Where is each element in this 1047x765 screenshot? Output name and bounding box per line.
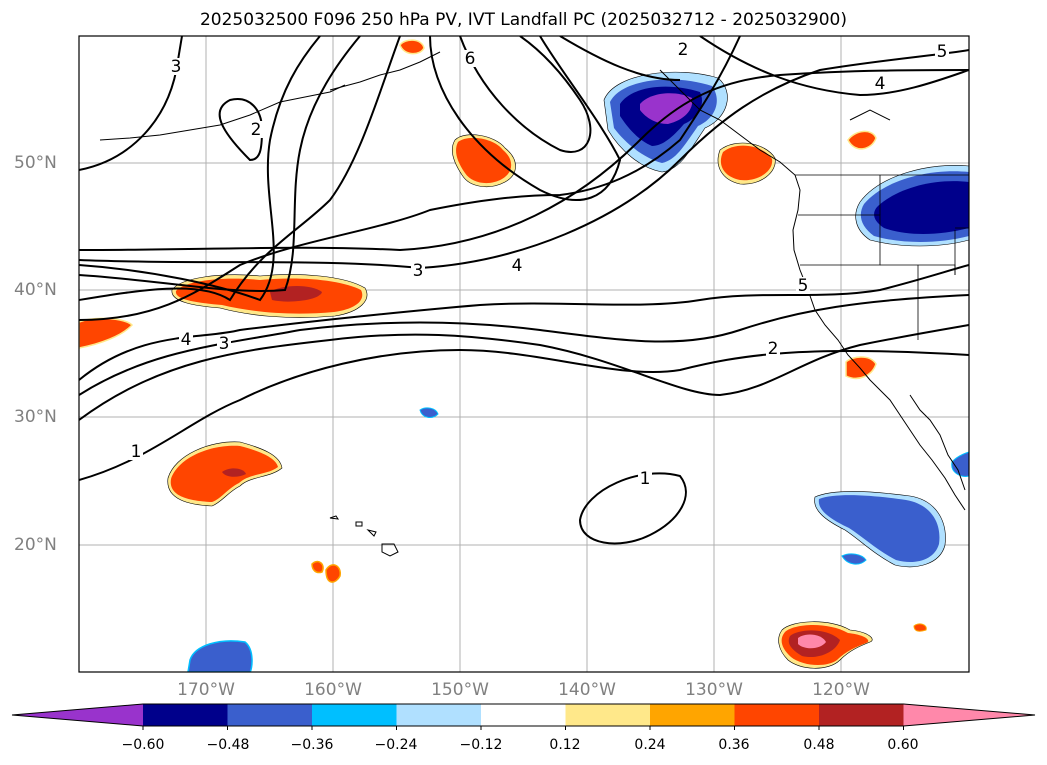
colorbar-tick-label: 0.36 (718, 737, 750, 753)
contour-label-bg (510, 257, 524, 274)
contour-label: 2 (678, 40, 689, 60)
map-title: 2025032500 F096 250 hPa PV, IVT Landfall… (199, 10, 847, 30)
lon-label: 170°W (177, 680, 235, 700)
contour-label: 1 (131, 442, 142, 462)
colorbar-segment (396, 704, 482, 726)
lon-label: 160°W (304, 680, 362, 700)
contour-label: 6 (465, 49, 476, 69)
contour-label: 2 (768, 339, 779, 359)
colorbar-segment (227, 704, 313, 726)
colorbar-segment (312, 704, 397, 726)
contour-label: 5 (798, 276, 809, 296)
contour-label-bg (873, 75, 887, 92)
colorbar (11, 703, 1036, 730)
contour-label-bg (463, 50, 477, 67)
contour-label-group: 3 2 6 2 4 5 3 4 4 3 5 2 1 1 (129, 40, 949, 489)
colorbar-tick-label: −0.48 (206, 737, 250, 753)
contour-label-bg (766, 340, 780, 357)
colorbar-segment (819, 704, 904, 726)
coastlines (99, 51, 966, 511)
contour-label: 2 (251, 120, 262, 140)
lat-label: 40°N (14, 280, 57, 300)
contour-label-bg (249, 121, 263, 138)
gridlines (79, 36, 969, 672)
contour-label-bg (935, 43, 949, 60)
contour-label: 3 (219, 334, 230, 354)
colorbar-extend-high (903, 704, 1035, 726)
lon-label: 140°W (558, 680, 616, 700)
colorbar-extend-low (12, 704, 143, 726)
lat-label: 30°N (14, 407, 57, 427)
colorbar-tick-label: 0.24 (634, 737, 666, 753)
contour-label-bg (169, 58, 183, 75)
contour-label-bg (638, 470, 652, 487)
contour-label-bg (676, 41, 690, 58)
contour-label: 4 (875, 74, 886, 94)
contour-label: 1 (640, 469, 651, 489)
contour-label-bg (796, 277, 810, 294)
negative-anomaly-small (419, 407, 439, 418)
colorbar-tick-label: −0.24 (374, 737, 418, 753)
lon-label: 120°W (812, 680, 870, 700)
colorbar-tick-label: −0.60 (121, 737, 165, 753)
colorbar-tick-label: 0.60 (887, 737, 919, 753)
contour-label-bg (179, 331, 193, 348)
hawaii-islands (329, 515, 399, 557)
colorbar-tick-label: 0.12 (549, 737, 581, 753)
colorbar-tick-label: −0.12 (459, 737, 503, 753)
contour-label-bg (217, 335, 231, 352)
lat-label: 20°N (14, 535, 57, 555)
contour-label: 4 (181, 330, 192, 350)
colorbar-segment (143, 704, 228, 726)
contour-label: 3 (413, 261, 424, 281)
lon-label: 130°W (685, 680, 743, 700)
colorbar-segment (481, 704, 566, 726)
plot-frame (78, 35, 970, 673)
colorbar-tick-label: −0.36 (290, 737, 334, 753)
contour-label-bg (411, 262, 425, 279)
lat-label: 50°N (14, 153, 57, 173)
contour-label: 3 (171, 57, 182, 77)
colorbar-segment (565, 704, 651, 726)
colorbar-tick-label: 0.48 (803, 737, 835, 753)
state-borders (795, 174, 969, 340)
contour-label: 5 (937, 42, 948, 62)
contour-label-bg (129, 443, 143, 460)
colorbar-segment (650, 704, 735, 726)
colorbar-segment (734, 704, 820, 726)
lon-label: 150°W (431, 680, 489, 700)
negative-anomaly-south (187, 640, 253, 672)
contour-label: 4 (512, 256, 523, 276)
